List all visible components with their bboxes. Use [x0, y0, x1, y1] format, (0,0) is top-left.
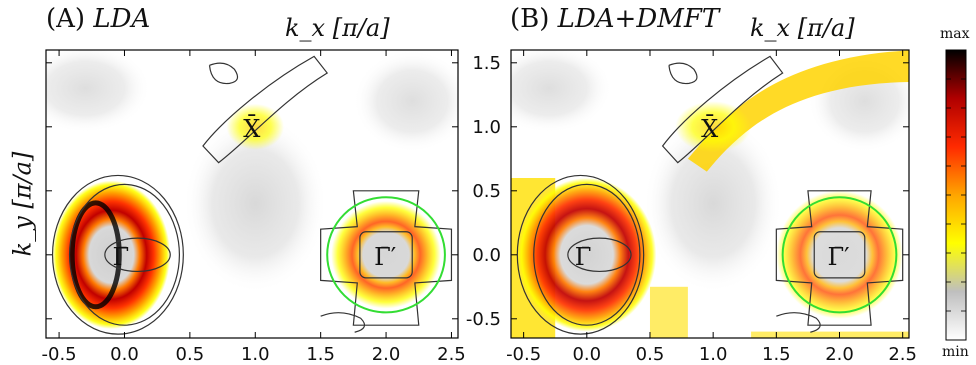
y-tick-label: 0.5	[472, 181, 501, 202]
panel-b-heatmap	[511, 50, 909, 338]
x-tick-label: 0.5	[636, 344, 665, 365]
spectral-feature	[675, 101, 752, 153]
x-tick-label: -0.5	[42, 344, 77, 365]
x-tick-label: 0.0	[572, 344, 601, 365]
panel-a-heatmap	[46, 50, 458, 338]
x-tick-label: 1.0	[241, 344, 270, 365]
spectral-feature	[517, 178, 657, 332]
y-tick-label: -0.5	[466, 309, 501, 330]
panel-a-frame	[45, 49, 459, 339]
panel-a-title: (A) LDA	[46, 4, 151, 34]
fermi-surface-contours	[516, 55, 904, 335]
high-symmetry-point-label: X̄	[243, 114, 260, 142]
x-tick-label: 2.0	[372, 344, 401, 365]
x-tick-label: -0.5	[506, 344, 541, 365]
x-tick-label: 2.5	[888, 344, 917, 365]
x-tick-label: 2.0	[825, 344, 854, 365]
panel-b-frame	[510, 49, 910, 339]
fermi-surface-contours	[51, 55, 453, 335]
green-circle-gamma-prime	[781, 196, 898, 314]
green-circle-gamma-prime	[326, 196, 446, 314]
spectral-feature	[331, 201, 441, 309]
spectral-feature	[226, 103, 285, 150]
x-tick-label: 2.5	[437, 344, 466, 365]
x-tick-label: 1.0	[699, 344, 728, 365]
x-tick-label: 1.5	[306, 344, 335, 365]
panel-b-x-axis-title: k_x [π/a]	[750, 14, 855, 42]
high-symmetry-point-label: X̄	[701, 114, 718, 142]
panel-a-x-axis-title: k_x [π/a]	[285, 14, 390, 42]
spectral-band	[687, 50, 909, 172]
colorbar-max-label: max	[940, 26, 970, 42]
high-symmetry-point-label: Γ̄	[575, 243, 592, 271]
y-tick-label: 1.0	[472, 117, 501, 138]
x-tick-label: 0.5	[176, 344, 205, 365]
colorbar-min-label: min	[942, 344, 969, 360]
high-symmetry-point-label: Γ̄	[112, 243, 129, 271]
y-tick-label: 1.5	[472, 53, 501, 74]
high-symmetry-point-label: Γ̄′	[828, 243, 850, 271]
x-tick-label: 0.0	[110, 344, 139, 365]
panel-b-title: (B) LDA+DMFT	[510, 4, 720, 34]
spectral-feature	[776, 190, 903, 319]
high-symmetry-point-label: Γ̄′	[374, 243, 396, 271]
x-tick-label: 1.5	[762, 344, 791, 365]
y-tick-label: 0.0	[472, 245, 501, 266]
